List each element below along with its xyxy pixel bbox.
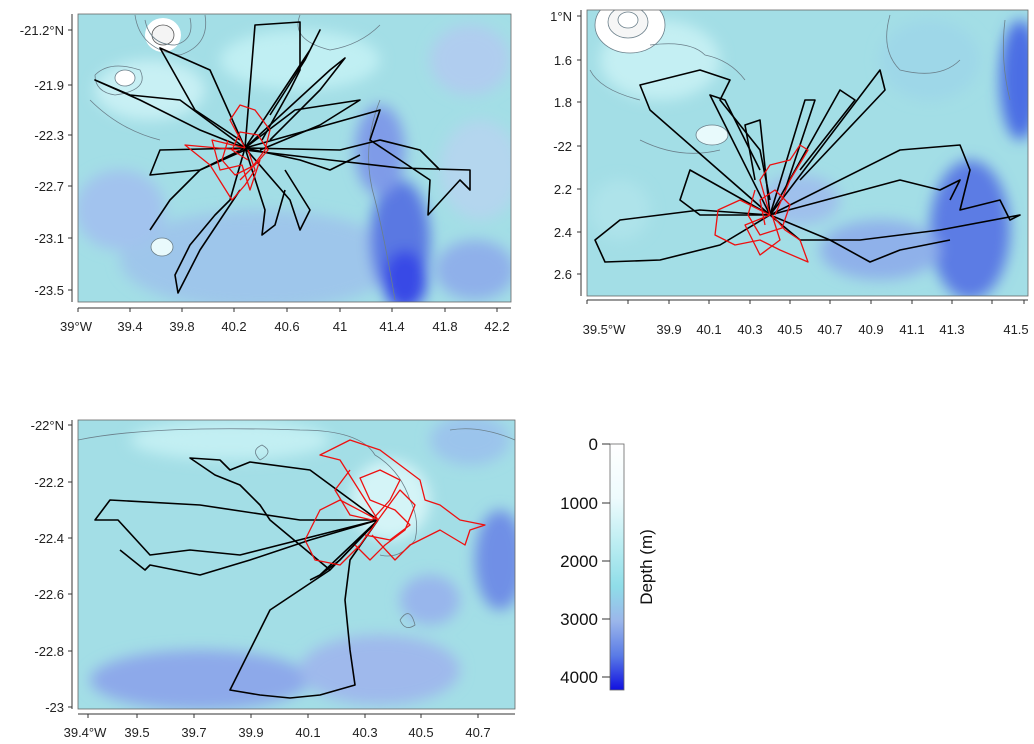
panel-a-y-tick: -23.1: [34, 231, 64, 246]
panel-a-x-tick: 39.4: [117, 319, 142, 334]
panel-a: -21.2°N -21.9 -22.3 -22.7 -23.1 -23.5 39…: [20, 13, 512, 334]
panel-b-x-tick: 40.9: [858, 322, 883, 337]
panel-b-x-tick: 40.3: [737, 322, 762, 337]
depth-colorbar: 0 1000 2000 3000 4000 Depth (m): [560, 435, 656, 691]
colorbar-tick: 2000: [560, 552, 598, 571]
panel-b-bathymetry: [587, 10, 1028, 296]
colorbar-tick: 4000: [560, 668, 598, 687]
panel-c-tracks: [94, 439, 486, 699]
panel-c-x-tick: 39.7: [181, 725, 206, 740]
colorbar-title: Depth (m): [637, 529, 656, 605]
panel-c-x-tick: 39.9: [238, 725, 263, 740]
panel-b-x-tick: 40.5: [777, 322, 802, 337]
panel-b-x-tick: 39.5°W: [583, 322, 627, 337]
panel-b-y-tick: 2.4: [554, 225, 572, 240]
panel-c-y-axis: -22°N -22.2 -22.4 -22.6 -22.8 -23: [31, 418, 73, 715]
colorbar-tick: 1000: [560, 494, 598, 513]
panel-a-y-axis: -21.2°N -21.9 -22.3 -22.7 -23.1 -23.5: [20, 14, 73, 302]
panel-c-x-tick: 40.3: [352, 725, 377, 740]
panel-b-x-tick: 39.9: [656, 322, 681, 337]
panel-c: -22°N -22.2 -22.4 -22.6 -22.8 -23 39.4°W…: [31, 418, 516, 740]
panel-a-y-tick: -22.7: [34, 179, 64, 194]
panel-a-x-tick: 39.8: [169, 319, 194, 334]
panel-b-x-tick: 41.5: [1003, 322, 1028, 337]
panel-a-x-tick: 42.2: [484, 319, 509, 334]
panel-c-bathymetry: [78, 420, 515, 709]
panel-b-y-axis: 1°N 1.6 1.8 -22 2.2 2.4 2.6: [550, 9, 582, 296]
panel-c-x-tick: 40.5: [408, 725, 433, 740]
panel-b-x-tick: 40.7: [817, 322, 842, 337]
colorbar-tick: 0: [589, 435, 598, 454]
panel-c-y-tick: -23: [45, 700, 64, 715]
colorbar-gradient: [609, 443, 625, 691]
panel-b-y-tick: 1.8: [554, 95, 572, 110]
panel-b-y-tick: -22: [553, 139, 572, 154]
panel-c-x-tick: 39.4°W: [64, 725, 108, 740]
panel-c-x-tick: 40.7: [465, 725, 490, 740]
panel-c-y-tick: -22.6: [34, 587, 64, 602]
panel-b-x-tick: 41.1: [899, 322, 924, 337]
colorbar-tick: 3000: [560, 610, 598, 629]
panel-b-y-tick: 1°N: [550, 9, 572, 24]
panel-b-frame: [586, 9, 1029, 297]
panel-a-x-tick: 41: [333, 319, 347, 334]
panel-b-y-tick: 1.6: [554, 53, 572, 68]
panel-a-x-tick: 41.8: [432, 319, 457, 334]
panel-b: 1°N 1.6 1.8 -22 2.2 2.4 2.6 39.5°W 39.9 …: [550, 9, 1029, 337]
panel-b-x-tick: 40.1: [696, 322, 721, 337]
panel-a-y-tick: -21.2°N: [20, 23, 64, 38]
panel-b-y-tick: 2.6: [554, 267, 572, 282]
panel-a-x-tick: 41.4: [379, 319, 404, 334]
panel-c-x-axis: 39.4°W 39.5 39.7 39.9 40.1 40.3 40.5 40.…: [64, 713, 515, 740]
panel-a-x-tick: 40.2: [221, 319, 246, 334]
panel-a-frame: [77, 13, 512, 303]
panel-c-x-tick: 39.5: [124, 725, 149, 740]
panel-c-y-tick: -22.8: [34, 644, 64, 659]
panel-c-y-tick: -22.2: [34, 475, 64, 490]
panel-a-y-tick: -22.3: [34, 128, 64, 143]
panel-b-x-axis: 39.5°W 39.9 40.1 40.3 40.5 40.7 40.9 41.…: [583, 299, 1029, 337]
panel-a-x-tick: 40.6: [274, 319, 299, 334]
panel-a-y-tick: -23.5: [34, 283, 64, 298]
panel-a-y-tick: -21.9: [34, 78, 64, 93]
panel-a-tracks: [94, 21, 471, 294]
panel-c-y-tick: -22.4: [34, 531, 64, 546]
panel-b-x-tick: 41.3: [939, 322, 964, 337]
panel-c-y-tick: -22°N: [31, 418, 64, 433]
panel-a-bathymetry: [78, 14, 511, 302]
panel-b-y-tick: 2.2: [554, 182, 572, 197]
panel-a-x-tick: 39°W: [60, 319, 93, 334]
panel-c-x-tick: 40.1: [295, 725, 320, 740]
panel-b-tracks: [594, 69, 1021, 263]
panel-a-x-axis: 39°W 39.4 39.8 40.2 40.6 41 41.4 41.8 42…: [60, 307, 511, 334]
panel-c-frame: [77, 419, 516, 710]
